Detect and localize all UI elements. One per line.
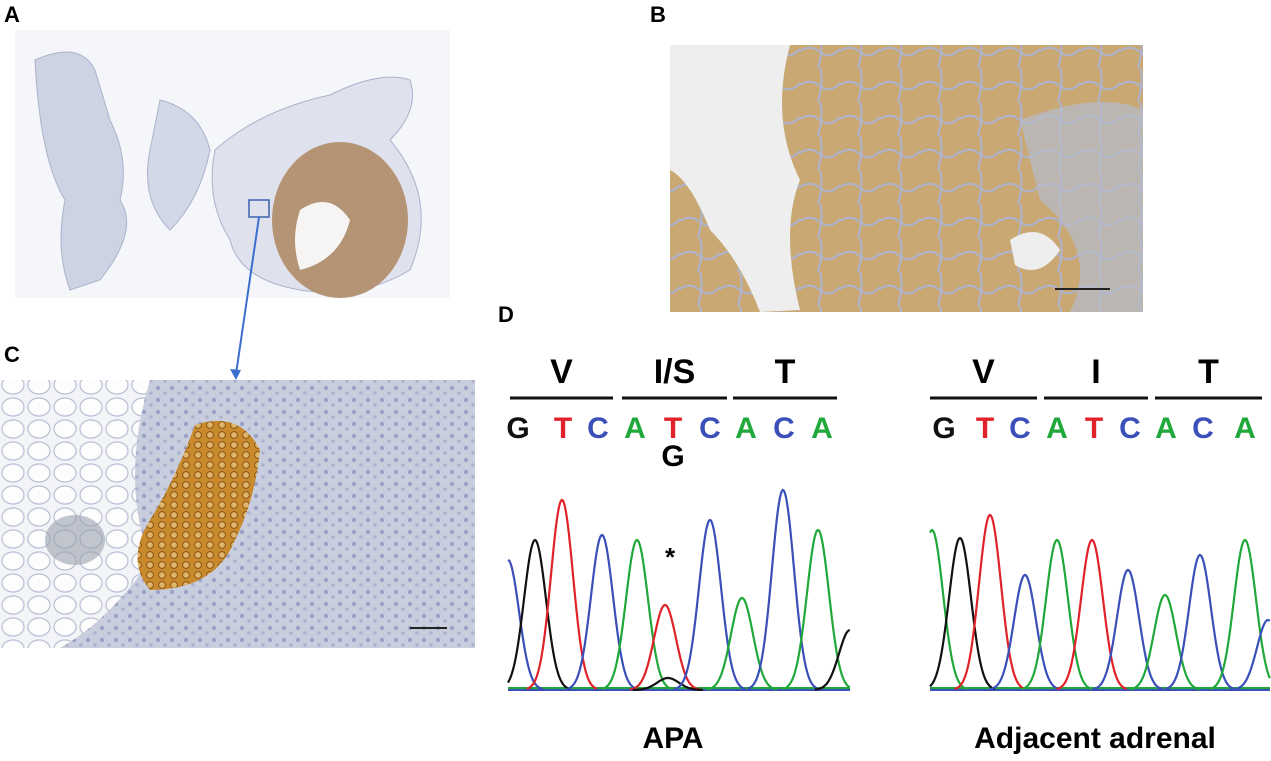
caption: APA <box>642 722 703 755</box>
base: G <box>506 412 529 445</box>
base: G <box>932 412 955 445</box>
trace-peak <box>507 559 544 691</box>
trace-peak <box>526 498 598 690</box>
panel-label: C <box>4 342 20 367</box>
trace-peak <box>632 676 703 691</box>
base: A <box>1046 412 1068 445</box>
variant-base: G <box>661 440 684 473</box>
base: A <box>1234 412 1256 445</box>
trace-peak <box>782 528 851 691</box>
trace-peak <box>706 596 778 691</box>
base: T <box>976 412 994 445</box>
trace-peak <box>929 536 996 691</box>
base: A <box>735 412 757 445</box>
trace-peak <box>507 538 571 691</box>
codon-label: T <box>1198 353 1219 391</box>
image-c <box>0 380 475 648</box>
panel-label: B <box>650 2 666 27</box>
base: A <box>624 412 646 445</box>
caption: Adjacent adrenal <box>974 722 1216 755</box>
trace-peak <box>1021 538 1093 691</box>
base: C <box>587 412 609 445</box>
codon-label: V <box>550 353 573 391</box>
base: C <box>699 412 721 445</box>
base: A <box>811 412 833 445</box>
base: T <box>664 412 682 445</box>
trace-peak <box>989 573 1061 691</box>
trace-peak <box>601 538 673 691</box>
trace-peak <box>747 488 819 690</box>
trace-peak <box>1232 618 1271 691</box>
trace-peak <box>629 603 701 691</box>
codon-label: I/S <box>654 353 696 391</box>
panel-label: A <box>4 2 20 27</box>
image-a <box>15 30 450 298</box>
base: C <box>1119 412 1141 445</box>
base: C <box>1009 412 1031 445</box>
trace-peak <box>1209 538 1271 691</box>
panel-label: D <box>498 302 514 327</box>
arrow <box>235 216 260 375</box>
trace-peak <box>1164 553 1236 691</box>
image-b <box>670 45 1143 312</box>
codon-label: V <box>972 353 995 391</box>
mutation-marker: * <box>665 542 676 572</box>
base: C <box>773 412 795 445</box>
base: T <box>1085 412 1103 445</box>
codon-label: T <box>775 353 796 391</box>
trace-peak <box>1056 538 1128 691</box>
trace-peak <box>814 628 851 691</box>
arrow-head <box>230 369 241 380</box>
trace-peak <box>1129 593 1201 691</box>
chromatograms <box>507 488 1271 691</box>
base: C <box>1192 412 1214 445</box>
codon-label: I <box>1091 353 1100 391</box>
trace-peak <box>954 513 1026 691</box>
trace-peak <box>566 533 638 691</box>
trace-peak <box>1092 568 1164 691</box>
trace-peak <box>674 518 746 691</box>
base: T <box>554 412 572 445</box>
base: A <box>1155 412 1177 445</box>
